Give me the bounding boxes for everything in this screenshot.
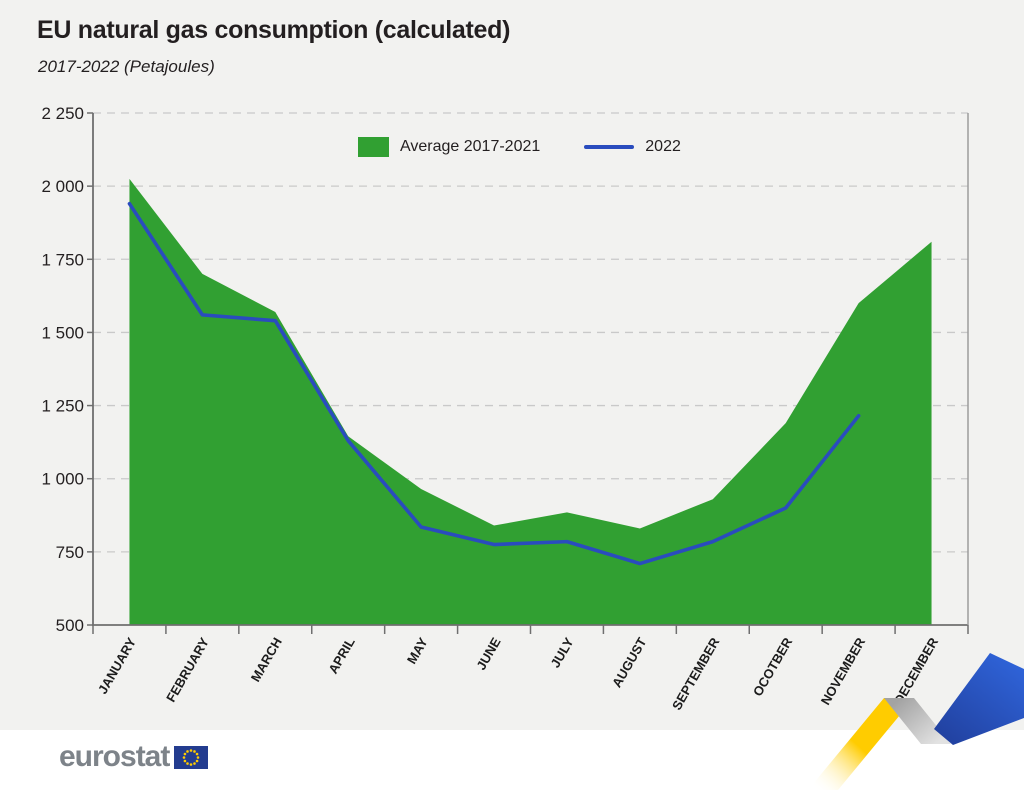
area-average-2017-2021 — [129, 178, 932, 626]
page-subtitle: 2017-2022 (Petajoules) — [38, 57, 215, 76]
legend-label-2022: 2022 — [645, 138, 681, 155]
legend-line-2022 — [584, 145, 635, 149]
flag-star — [196, 759, 199, 762]
eu-flag-stars — [183, 748, 200, 766]
legend-item-average: Average 2017-2021 — [358, 137, 540, 157]
eurostat-ribbon-graphic — [808, 653, 1024, 790]
legend-swatch-average — [358, 137, 389, 157]
ribbon-yellow-band — [808, 698, 914, 790]
ribbon-blue-band — [934, 653, 1024, 745]
x-month-label: OCOTBER — [750, 634, 796, 698]
flag-star — [193, 749, 197, 753]
x-month-label: SEPTEMBER — [669, 634, 723, 712]
y-tick-label: 2 000 — [41, 177, 84, 196]
y-tick-label: 2 250 — [41, 104, 84, 123]
eu-flag-field — [174, 745, 209, 769]
legend-label-average: Average 2017-2021 — [400, 138, 541, 155]
x-month-label: JANUARY — [95, 635, 139, 697]
x-month-label: JULY — [548, 635, 577, 671]
y-tick-label: 1 250 — [41, 397, 84, 416]
y-tick-label: 1 750 — [41, 250, 84, 269]
y-tick-label: 750 — [56, 543, 84, 562]
line-2022 — [127, 201, 861, 566]
eurostat-logo-text: eurostat — [59, 740, 170, 773]
flag-star — [183, 752, 187, 755]
y-tick-label: 1 500 — [41, 323, 84, 342]
x-month-label: JUNE — [473, 635, 503, 673]
flag-star — [190, 762, 193, 766]
flag-star — [183, 755, 186, 759]
y-tick-label: 500 — [56, 616, 84, 635]
flag-star — [190, 748, 193, 752]
flag-star — [186, 749, 190, 753]
x-month-label: MAY — [404, 635, 431, 667]
x-month-label: APRIL — [325, 635, 358, 676]
y-tick-label: 1 000 — [41, 470, 84, 489]
consumption-chart: 500 750 1 000 1 250 1 500 1 750 2 000 2 250 JANU… — [41, 104, 969, 713]
legend-item-2022: 2022 — [584, 138, 681, 156]
flag-star — [197, 755, 200, 759]
flag-star — [183, 759, 187, 762]
ribbon-grey-band — [884, 698, 951, 744]
flag-star — [196, 752, 199, 755]
x-month-label: AUGUST — [609, 635, 649, 690]
legend: Average 2017-2021 2022 — [358, 137, 681, 157]
flag-star — [186, 761, 190, 765]
x-month-label: FEBRUARY — [163, 635, 212, 705]
eurostat-logo: eurostat — [59, 740, 209, 774]
x-month-label: MARCH — [248, 635, 285, 684]
page-title: EU natural gas consumption (calculated) — [37, 16, 511, 44]
flag-star — [193, 761, 197, 765]
eu-flag-icon — [174, 745, 209, 769]
